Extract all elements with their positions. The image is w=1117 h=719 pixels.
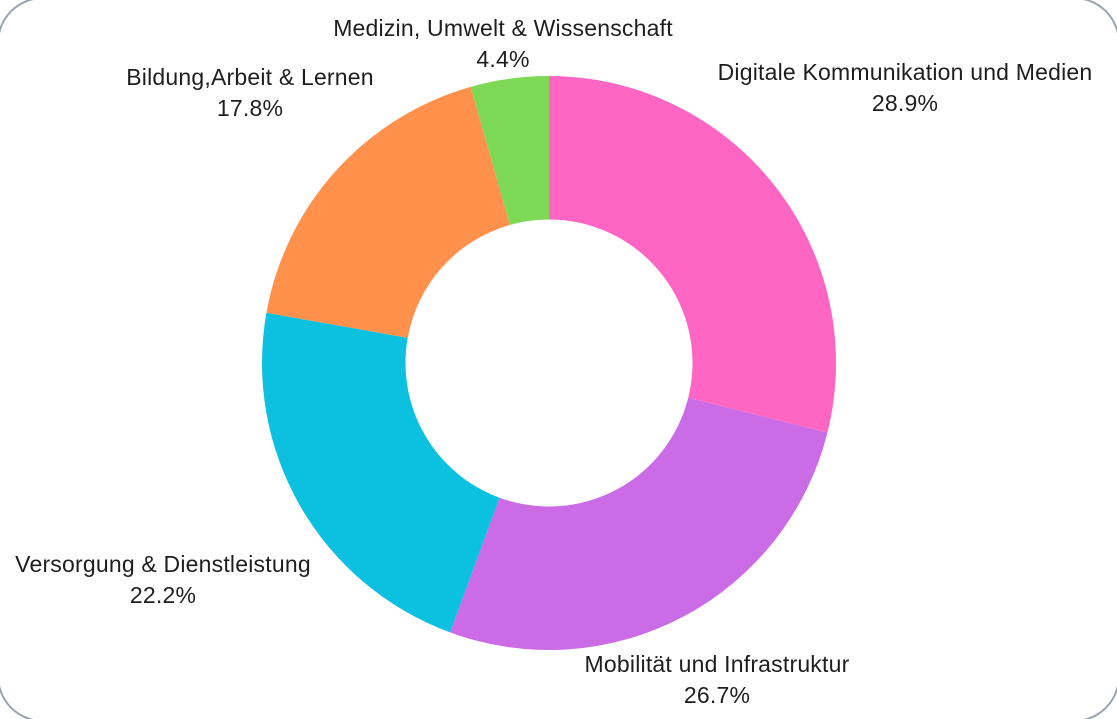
segment-label-medizin-umwelt-wissenschaft: Medizin, Umwelt & Wissenschaft 4.4% xyxy=(333,13,673,75)
segment-label-digitale-kommunikation: Digitale Kommunikation und Medien 28.9% xyxy=(718,57,1093,119)
donut-segment-0 xyxy=(549,76,837,433)
segment-percentage: 17.8% xyxy=(216,95,284,121)
segment-label-bildung-arbeit-lernen: Bildung,Arbeit & Lernen 17.8% xyxy=(126,62,374,124)
segment-name: Versorgung & Dienstleistung xyxy=(15,551,311,577)
segment-percentage: 28.9% xyxy=(871,90,939,116)
segment-name: Digitale Kommunikation und Medien xyxy=(717,59,1093,85)
segment-name: Bildung,Arbeit & Lernen xyxy=(126,64,374,90)
segment-percentage: 22.2% xyxy=(129,582,197,608)
segment-label-versorgung-dienstleistung: Versorgung & Dienstleistung 22.2% xyxy=(15,549,311,611)
donut-segment-3 xyxy=(266,86,510,338)
segment-percentage: 26.7% xyxy=(683,682,751,708)
segment-name: Mobilität und Infrastruktur xyxy=(584,651,850,677)
donut-segment-4 xyxy=(470,76,549,225)
segment-label-mobilitaet-infrastruktur: Mobilität und Infrastruktur 26.7% xyxy=(585,649,850,711)
donut-segment-1 xyxy=(450,397,828,651)
segment-percentage: 4.4% xyxy=(476,46,530,72)
segment-name: Medizin, Umwelt & Wissenschaft xyxy=(333,15,673,41)
donut-segment-2 xyxy=(261,312,500,633)
